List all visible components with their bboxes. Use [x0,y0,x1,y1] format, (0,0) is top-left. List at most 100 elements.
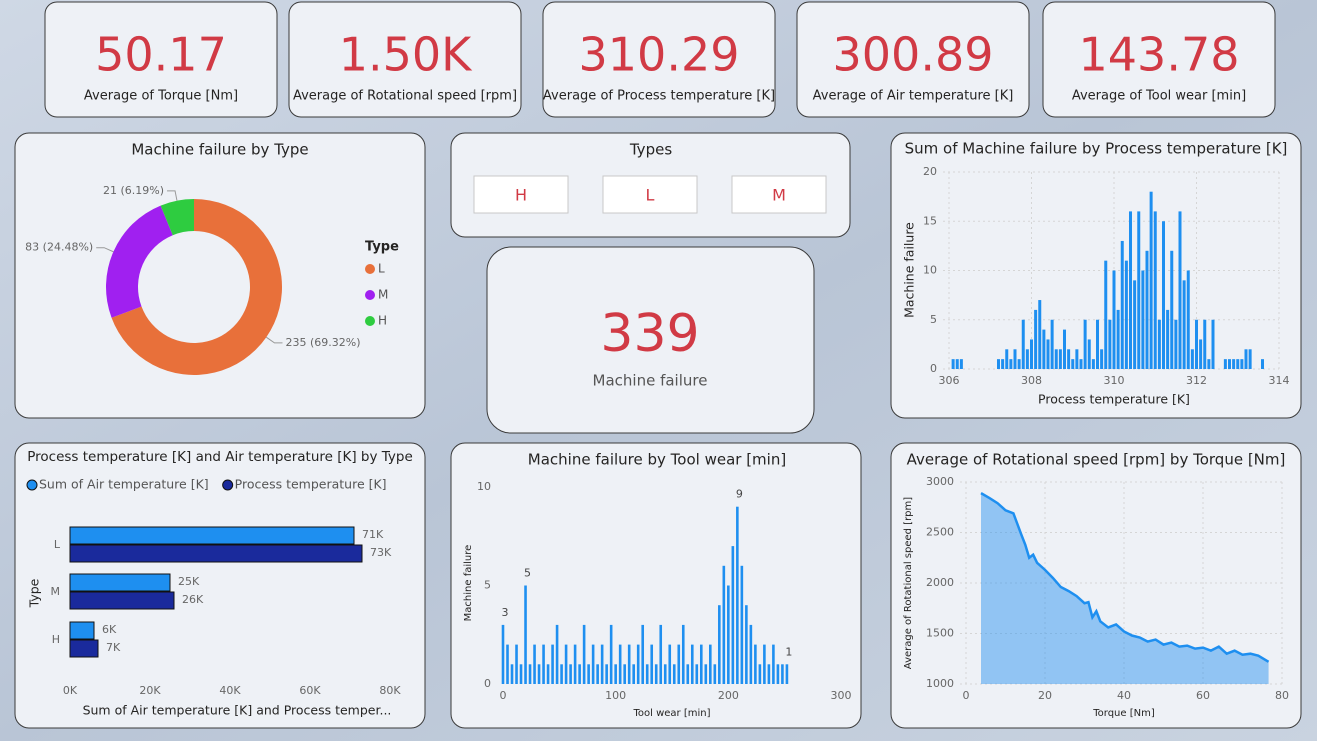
panel [450,442,862,729]
bar [758,664,762,684]
x-tick-label: 20K [139,684,161,697]
bar [69,621,95,640]
bar [627,644,631,684]
bar [636,644,640,684]
bar [609,624,613,684]
data-label: 9 [736,488,743,501]
bar [959,359,963,369]
x-axis-title: Sum of Air temperature [K] and Process t… [83,703,392,718]
leader-line [265,336,283,344]
bar [1124,260,1128,369]
legend-label: L [378,262,385,276]
bar [569,664,572,684]
bar [632,664,635,684]
legend-swatch [365,316,375,326]
slicer-title: Types [629,141,672,159]
x-tick-label: 312 [1186,374,1207,387]
bar [727,585,730,684]
bar [1063,329,1066,369]
bar [731,546,735,684]
legend-swatch [222,479,234,491]
data-label: 235 (69.32%) [285,336,360,349]
bar [1244,349,1248,369]
slicer-button[interactable]: M [731,175,827,214]
button-label[interactable]: H [515,186,527,205]
bar [1079,359,1083,369]
chart-title: Machine failure by Tool wear [min] [528,451,786,469]
button-label[interactable]: M [772,186,786,205]
y-tick-label: 5 [484,579,491,592]
card-label: Average of Tool wear [min] [1072,89,1246,104]
button[interactable] [602,175,698,214]
bar [704,664,708,684]
button-label[interactable]: L [646,186,655,205]
bar [591,644,595,684]
bar [1228,359,1231,369]
bar [1030,339,1033,369]
slicer-button[interactable]: L [602,175,698,214]
x-tick-label: 80 [1275,689,1289,702]
bar [740,565,744,684]
bar [641,624,645,684]
x-tick-label: 200 [718,689,739,702]
bar [749,624,753,684]
card-value: 310.29 [579,28,740,82]
data-label: 83 (24.48%) [25,241,93,254]
card-value: 50.17 [95,28,227,82]
button[interactable] [473,175,569,214]
bar [781,664,784,684]
bar [515,644,518,684]
x-axis-title: Torque [Nm] [1092,708,1155,719]
bar [1116,309,1120,369]
card [44,1,278,118]
bar [528,664,532,684]
bar [1129,211,1132,369]
button[interactable] [731,175,827,214]
y-tick-label: 15 [923,214,937,227]
bar [955,359,959,369]
bar [1141,270,1145,369]
bar [699,644,703,684]
donut-slice [160,199,194,236]
bar [1046,339,1050,369]
bar [560,664,563,684]
bar [767,664,771,684]
bar [1120,240,1124,369]
x-tick-label: 314 [1269,374,1290,387]
y-axis-title: Machine failure [902,222,917,318]
bar [1112,270,1116,369]
bar [542,644,545,684]
chart-title: Machine failure by Type [131,141,308,159]
bar [555,624,559,684]
bar [506,644,509,684]
x-tick-label: 60 [1196,689,1210,702]
card [288,1,522,118]
bar [1133,280,1137,369]
bar [718,605,721,684]
bar [1149,191,1153,369]
bar [623,664,626,684]
donut-slice [106,205,173,318]
x-tick-label: 306 [939,374,960,387]
donut-slice [111,199,283,375]
card [542,1,776,118]
slicer-button[interactable]: H [473,175,569,214]
x-tick-label: 60K [299,684,321,697]
y-tick-label: 10 [477,480,491,493]
bar [1232,359,1236,369]
bar [524,585,527,684]
bar [677,644,681,684]
bar [1013,349,1017,369]
y-tick-label: 2500 [926,526,954,539]
bar [1104,260,1108,369]
bar [1207,359,1211,369]
bar [997,359,1000,369]
bar [1157,319,1161,369]
bar [654,664,658,684]
legend-swatch [26,479,38,491]
card [486,246,815,434]
bar [1236,359,1240,369]
bar [1108,319,1112,369]
y-tick-label: L [54,538,61,551]
y-axis-title: Type [27,578,42,608]
